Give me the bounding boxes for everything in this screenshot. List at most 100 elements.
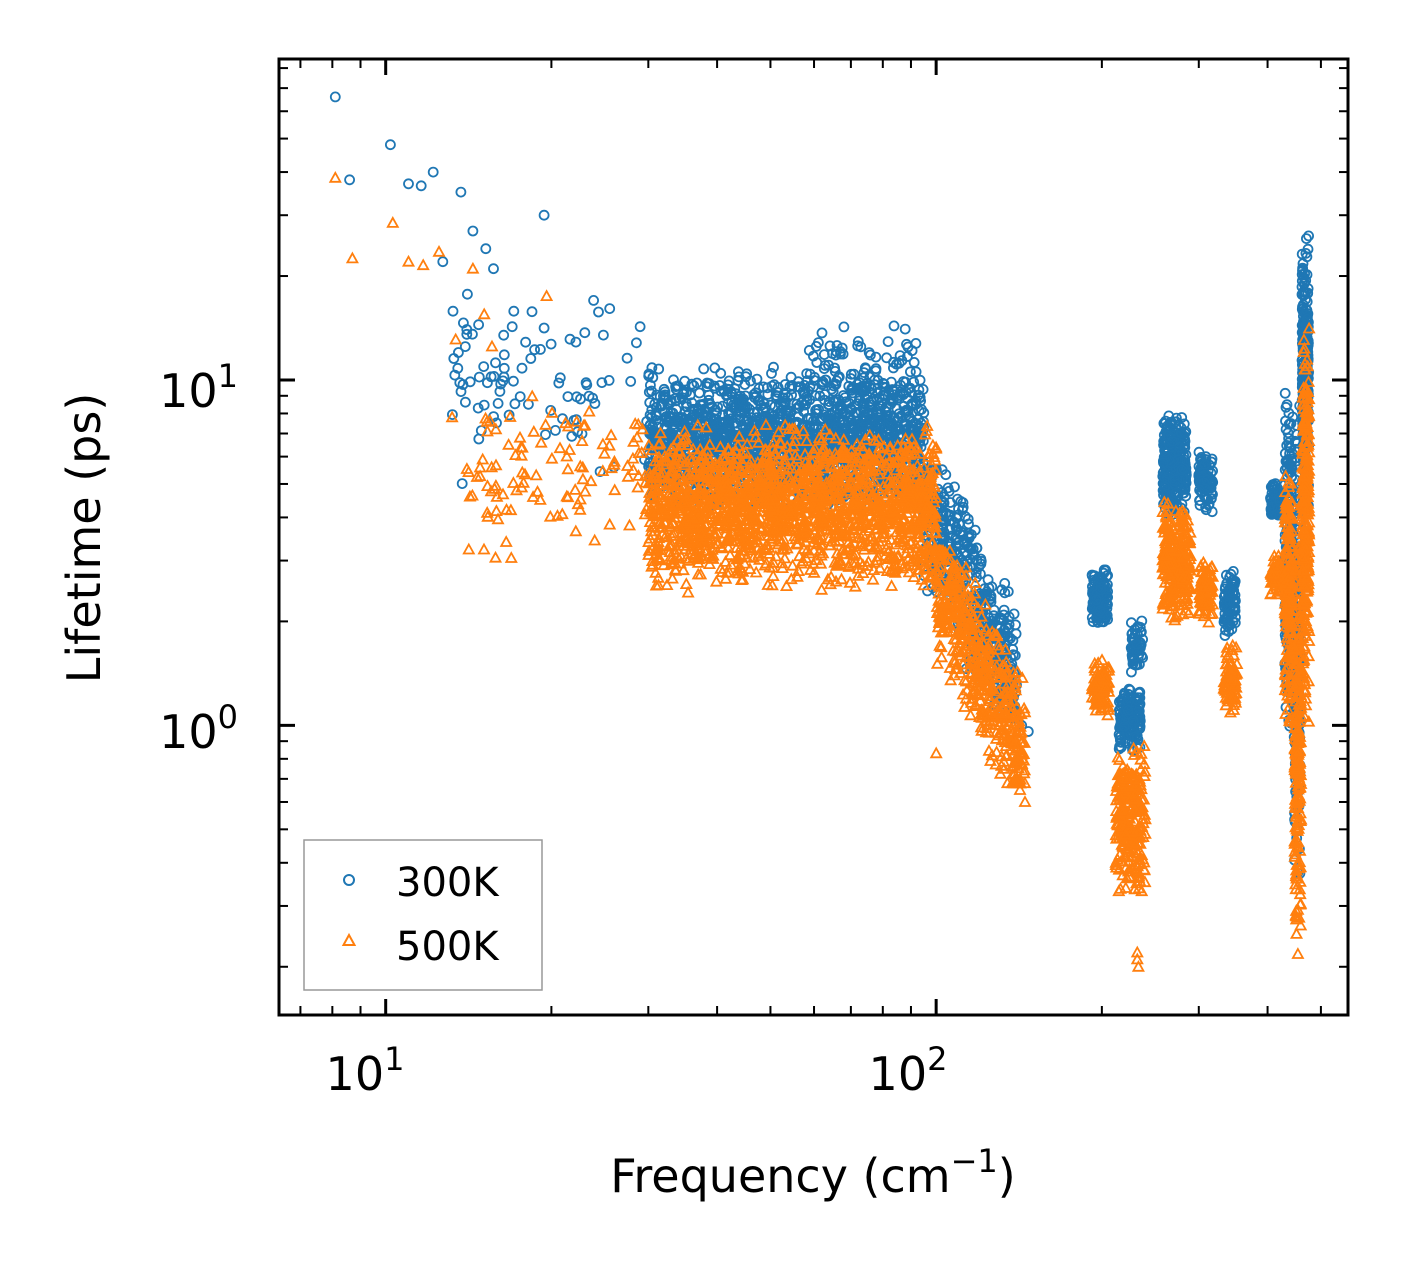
point-300k <box>596 377 608 389</box>
point-300k <box>760 403 771 415</box>
point-500k <box>513 430 527 443</box>
point-300k <box>593 306 604 318</box>
point-300k <box>880 420 891 432</box>
point-300k <box>461 328 473 340</box>
point-300k <box>415 180 427 192</box>
point-300k <box>847 387 859 399</box>
point-300k <box>589 398 601 409</box>
point-300k <box>779 395 791 407</box>
point-300k <box>859 362 871 374</box>
point-300k <box>701 377 713 389</box>
point-300k <box>715 367 727 379</box>
point-300k <box>564 333 576 345</box>
point-300k <box>863 381 875 393</box>
point-300k <box>858 404 870 416</box>
point-300k <box>829 362 840 374</box>
point-500k <box>621 469 635 482</box>
point-500k <box>709 574 723 587</box>
point-300k <box>698 363 710 375</box>
point-300k <box>885 417 897 429</box>
point-300k <box>810 340 822 352</box>
point-300k <box>888 386 900 398</box>
point-300k <box>854 428 866 439</box>
point-500k <box>604 428 618 441</box>
point-300k <box>516 362 528 374</box>
point-300k <box>384 139 396 151</box>
point-500k <box>568 483 582 495</box>
point-300k <box>903 382 914 394</box>
point-500k <box>578 484 592 497</box>
point-500k <box>608 483 622 496</box>
point-300k <box>587 392 598 404</box>
point-500k <box>499 535 513 547</box>
point-300k <box>769 409 780 421</box>
point-300k <box>808 350 819 362</box>
point-300k <box>834 405 846 416</box>
point-300k <box>570 336 582 348</box>
point-300k <box>562 391 574 403</box>
point-300k <box>665 394 677 406</box>
point-500k <box>834 572 849 585</box>
point-300k <box>833 394 845 406</box>
point-300k <box>770 389 782 401</box>
point-300k <box>818 349 830 361</box>
point-500k <box>488 550 503 563</box>
point-500k <box>506 476 520 488</box>
point-300k <box>498 362 510 374</box>
point-500k <box>466 261 480 274</box>
point-300k <box>520 336 531 348</box>
point-300k <box>999 578 1011 589</box>
point-300k <box>970 585 982 596</box>
point-300k <box>693 404 705 416</box>
point-300k <box>572 426 583 438</box>
point-300k <box>554 372 566 384</box>
point-300k <box>488 370 500 382</box>
point-500k <box>573 502 587 515</box>
point-300k <box>870 363 882 375</box>
point-300k <box>884 410 896 422</box>
point-300k <box>894 350 906 362</box>
point-300k <box>478 399 490 411</box>
point-300k <box>814 390 826 402</box>
point-300k <box>1005 632 1016 644</box>
point-500k <box>553 441 567 454</box>
point-300k <box>721 390 732 402</box>
point-300k <box>603 374 615 386</box>
point-300k <box>329 91 341 103</box>
point-300k <box>786 383 798 395</box>
point-300k <box>843 417 854 428</box>
point-300k <box>718 384 730 396</box>
point-300k <box>726 396 738 408</box>
point-300k <box>888 320 900 332</box>
point-300k <box>526 306 538 318</box>
point-300k <box>819 359 831 371</box>
point-300k <box>684 389 696 401</box>
point-300k <box>874 414 886 426</box>
point-300k <box>631 337 642 349</box>
point-500k <box>885 579 899 591</box>
point-300k <box>1008 608 1020 620</box>
point-300k <box>529 344 540 356</box>
point-300k <box>804 380 816 392</box>
point-300k <box>823 359 834 371</box>
point-300k <box>902 351 913 362</box>
point-300k <box>957 527 969 539</box>
point-300k <box>746 412 758 424</box>
point-300k <box>437 256 449 268</box>
point-300k <box>472 402 484 414</box>
point-300k <box>625 375 637 387</box>
point-300k <box>651 389 662 401</box>
point-300k <box>872 409 883 420</box>
point-300k <box>634 321 646 333</box>
point-500k <box>477 542 491 555</box>
point-300k <box>691 418 703 429</box>
point-300k <box>768 361 779 373</box>
point-300k <box>988 604 1000 616</box>
point-300k <box>797 419 809 430</box>
point-300k <box>723 417 734 429</box>
point-300k <box>461 288 473 300</box>
point-300k <box>872 387 883 399</box>
point-300k <box>691 377 703 389</box>
point-300k <box>774 411 786 423</box>
point-300k <box>466 328 478 340</box>
